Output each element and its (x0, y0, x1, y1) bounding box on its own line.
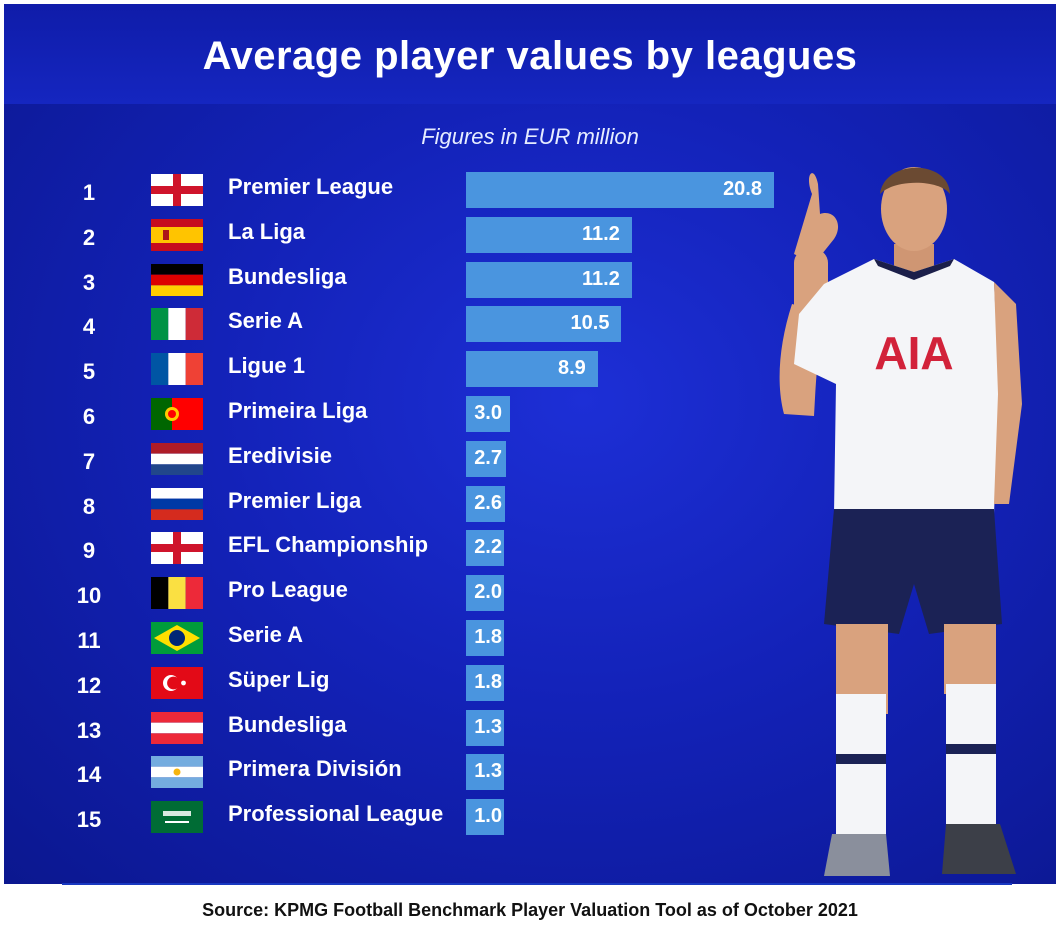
value-bar: 10.5 (466, 306, 622, 343)
bar-value-label: 2.6 (474, 491, 502, 514)
value-bar: 2.6 (466, 485, 505, 522)
league-name: Premier Liga (228, 487, 362, 513)
bar-value-label: 20.8 (723, 178, 762, 200)
table-row: 6 Primeira Liga 3.0 (4, 396, 804, 436)
russia-flag (151, 487, 203, 520)
value-bar: 1.0 (466, 799, 504, 836)
value-bar: 2.0 (466, 575, 504, 612)
saudi-arabia-flag (151, 801, 203, 834)
portugal-flag (151, 398, 203, 430)
league-name: Bundesliga (228, 711, 347, 737)
rank-label: 14 (76, 762, 102, 788)
netherlands-flag (151, 442, 203, 475)
value-bar: 11.2 (466, 216, 632, 253)
chart-subtitle: Figures in EUR million (421, 124, 639, 149)
shirt-sponsor-text: AIA (874, 327, 953, 379)
rank-label: 10 (76, 583, 102, 609)
table-row: 14 Primera División 1.3 (4, 754, 804, 794)
france-flag (151, 353, 203, 386)
rank-label: 15 (76, 807, 102, 833)
source-note: Source: KPMG Football Benchmark Player V… (202, 900, 858, 920)
brazil-flag (151, 622, 203, 654)
league-name: Eredivisie (228, 442, 332, 468)
bar-value-label: 1.3 (474, 715, 502, 738)
table-row: 15 Professional League 1.0 (4, 799, 804, 839)
value-bar: 2.7 (466, 440, 506, 477)
league-name: Pro League (228, 577, 348, 603)
league-name: Serie A (228, 622, 304, 647)
table-row: 8 Premier Liga 2.6 (4, 485, 804, 526)
bar-value-label: 10.5 (570, 312, 610, 335)
value-bar: 1.3 (466, 754, 504, 791)
belgium-flag (151, 577, 203, 610)
rank-label: 5 (82, 359, 96, 385)
value-bar: 1.8 (466, 664, 504, 701)
league-name: EFL Championship (228, 532, 429, 558)
value-bar: 11.2 (466, 261, 632, 298)
table-row: 13 Bundesliga 1.3 (4, 709, 804, 750)
table-row: 12 Süper Lig 1.8 (4, 664, 804, 705)
header-band (4, 4, 1056, 104)
bar-value-label: 2.2 (474, 536, 502, 559)
table-row: 3 Bundesliga 11.2 (4, 261, 804, 302)
value-bar: 2.2 (466, 530, 504, 567)
rank-label: 4 (82, 314, 96, 340)
rank-label: 7 (82, 448, 96, 474)
bar-value-label: 1.8 (474, 626, 502, 648)
rank-label: 3 (82, 269, 96, 295)
bar-value-label: 1.0 (474, 805, 502, 828)
value-bar: 8.9 (466, 351, 598, 388)
rank-label: 1 (82, 180, 96, 205)
league-name: Premier League (228, 174, 394, 199)
value-bar: 20.8 (466, 172, 774, 208)
table-row: 2 La Liga 11.2 (4, 216, 804, 257)
argentina-flag (151, 756, 203, 789)
spain-flag (151, 218, 203, 251)
player-photo: AIA (779, 167, 1022, 876)
rank-label: 11 (77, 628, 101, 653)
value-bar: 1.8 (466, 620, 504, 656)
bar-value-label: 3.0 (474, 402, 502, 424)
table-row: 4 Serie A 10.5 (4, 306, 804, 346)
table-row: 5 Ligue 1 8.9 (4, 351, 804, 391)
league-name: Süper Lig (228, 666, 330, 692)
value-bar: 1.3 (466, 709, 504, 746)
league-name: Primeira Liga (228, 398, 368, 423)
bar-value-label: 1.3 (474, 760, 502, 783)
rank-label: 9 (82, 538, 96, 564)
bar-value-label: 8.9 (557, 357, 586, 380)
rank-label: 13 (76, 717, 102, 743)
bar-value-label: 1.8 (474, 670, 502, 693)
rank-label: 8 (82, 493, 96, 519)
league-name: Professional League (228, 801, 444, 827)
bar-value-label: 2.0 (474, 581, 502, 604)
bar-value-label: 2.7 (474, 446, 502, 469)
table-row: 11 Serie A 1.8 (4, 620, 804, 660)
league-name: Serie A (228, 308, 304, 334)
table-row: 10 Pro League 2.0 (4, 575, 804, 615)
england-flag (151, 532, 203, 565)
rank-label: 2 (82, 224, 96, 250)
league-name: Bundesliga (228, 263, 347, 289)
table-row: 1 Premier League 20.8 (4, 172, 804, 212)
turkey-flag (151, 666, 203, 699)
austria-flag (151, 711, 203, 744)
rank-label: 6 (82, 404, 96, 429)
league-name: Primera División (228, 756, 402, 782)
table-row: 7 Eredivisie 2.7 (4, 440, 804, 481)
chart-title: Average player values by leagues (202, 34, 858, 78)
bar-value-label: 11.2 (582, 267, 620, 290)
rank-label: 12 (76, 672, 102, 698)
table-row: 9 EFL Championship 2.2 (4, 530, 804, 570)
germany-flag (151, 263, 203, 296)
england-flag (151, 174, 203, 206)
bar-value-label: 11.2 (582, 222, 620, 245)
italy-flag (151, 308, 203, 341)
league-name: La Liga (228, 218, 306, 244)
league-name: Ligue 1 (228, 353, 306, 379)
source-divider (62, 883, 1012, 885)
infographic-card: Average player values by leagues Figures… (4, 4, 1056, 884)
value-bar: 3.0 (466, 396, 511, 432)
